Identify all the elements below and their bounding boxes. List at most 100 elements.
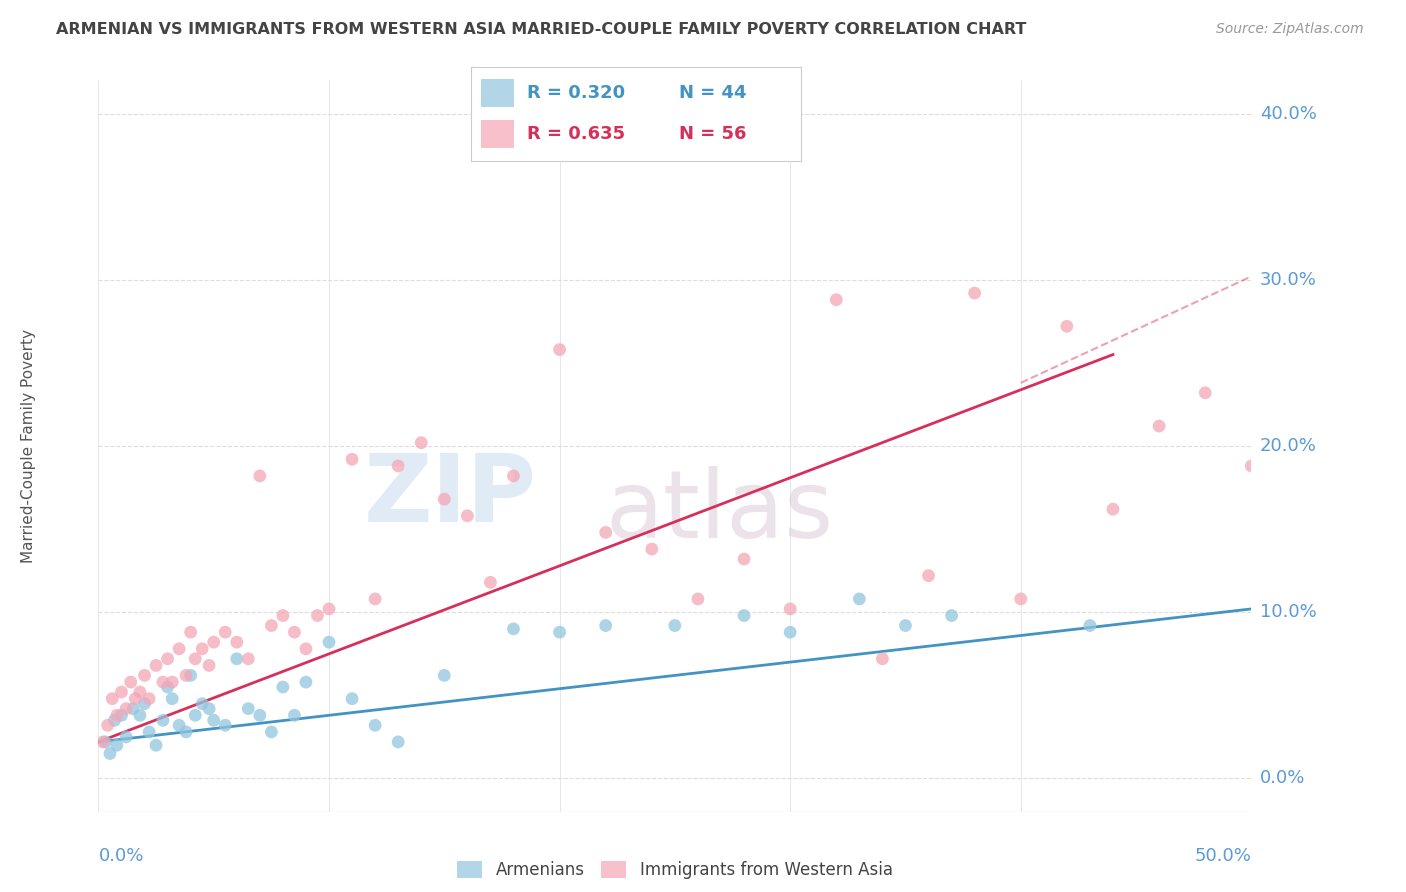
Bar (481, 79, 515, 107)
Point (733, 608, 755, 623)
Point (917, 568, 939, 582)
Point (180, 625, 202, 640)
Text: atlas: atlas (606, 467, 834, 558)
Point (1102, 502, 1125, 516)
Point (387, 735, 409, 749)
Point (1056, 319, 1078, 334)
Point (156, 652, 179, 666)
Point (963, 286, 986, 301)
Point (152, 675, 174, 690)
Text: 40.0%: 40.0% (1260, 104, 1316, 122)
Point (167, 641, 190, 656)
Text: R = 0.320: R = 0.320 (527, 84, 626, 102)
Point (134, 668, 156, 682)
Point (184, 708, 207, 723)
Point (1240, 458, 1263, 473)
Point (364, 718, 387, 732)
Text: 20.0%: 20.0% (1260, 437, 1316, 455)
Point (180, 668, 202, 682)
Point (260, 618, 283, 632)
Point (283, 708, 305, 723)
Point (779, 625, 801, 640)
Point (138, 691, 160, 706)
Point (271, 608, 294, 623)
Point (283, 625, 305, 640)
Point (115, 701, 138, 715)
Point (225, 635, 247, 649)
Point (664, 618, 686, 632)
Point (160, 691, 183, 706)
Point (238, 652, 260, 666)
Point (548, 343, 571, 357)
Point (340, 452, 363, 467)
Point (129, 708, 152, 723)
Point (160, 675, 183, 690)
Text: 10.0%: 10.0% (1260, 603, 1316, 621)
Point (848, 591, 870, 606)
Point (387, 458, 409, 473)
Point (167, 718, 190, 732)
Point (214, 625, 236, 640)
Point (191, 641, 214, 656)
Point (98, 747, 121, 761)
Point (184, 652, 207, 666)
Point (456, 508, 478, 523)
Point (115, 730, 138, 744)
Point (894, 618, 917, 632)
Text: 0.0%: 0.0% (1260, 770, 1305, 788)
Point (502, 469, 524, 483)
Point (91, 735, 114, 749)
Point (174, 668, 197, 682)
Text: 0.0%: 0.0% (98, 847, 143, 865)
Bar (481, 120, 515, 148)
Point (479, 575, 502, 590)
Point (548, 625, 571, 640)
Point (307, 608, 329, 623)
Point (872, 652, 894, 666)
Point (214, 718, 236, 732)
Point (110, 685, 132, 699)
Point (295, 675, 318, 690)
Point (1147, 419, 1170, 434)
Point (686, 591, 709, 606)
Point (595, 618, 617, 632)
Point (134, 697, 156, 711)
Text: Married-Couple Family Poverty: Married-Couple Family Poverty (21, 329, 35, 563)
Point (238, 701, 260, 715)
Text: 30.0%: 30.0% (1260, 271, 1316, 289)
Point (1078, 618, 1101, 632)
Point (502, 622, 524, 636)
Text: ZIP: ZIP (364, 450, 537, 541)
Point (225, 652, 247, 666)
Point (641, 542, 664, 557)
Point (97, 718, 120, 732)
Text: N = 44: N = 44 (679, 84, 747, 102)
Point (779, 602, 801, 616)
Point (110, 708, 132, 723)
Point (145, 658, 167, 673)
Point (249, 469, 271, 483)
Point (105, 708, 128, 723)
Point (191, 697, 214, 711)
Point (152, 714, 174, 728)
Point (120, 675, 142, 690)
Point (202, 635, 225, 649)
Point (340, 691, 363, 706)
Point (122, 701, 145, 715)
Point (295, 641, 318, 656)
Point (145, 738, 167, 752)
Point (174, 725, 197, 739)
Point (94, 735, 117, 749)
Text: R = 0.635: R = 0.635 (527, 126, 626, 144)
Point (318, 602, 340, 616)
Point (138, 725, 160, 739)
Point (129, 685, 152, 699)
Point (103, 714, 125, 728)
Text: 50.0%: 50.0% (1195, 847, 1251, 865)
Point (411, 435, 433, 450)
Point (271, 680, 294, 694)
Point (202, 714, 225, 728)
Text: Source: ZipAtlas.com: Source: ZipAtlas.com (1216, 22, 1364, 37)
Point (105, 738, 128, 752)
Point (825, 293, 848, 307)
